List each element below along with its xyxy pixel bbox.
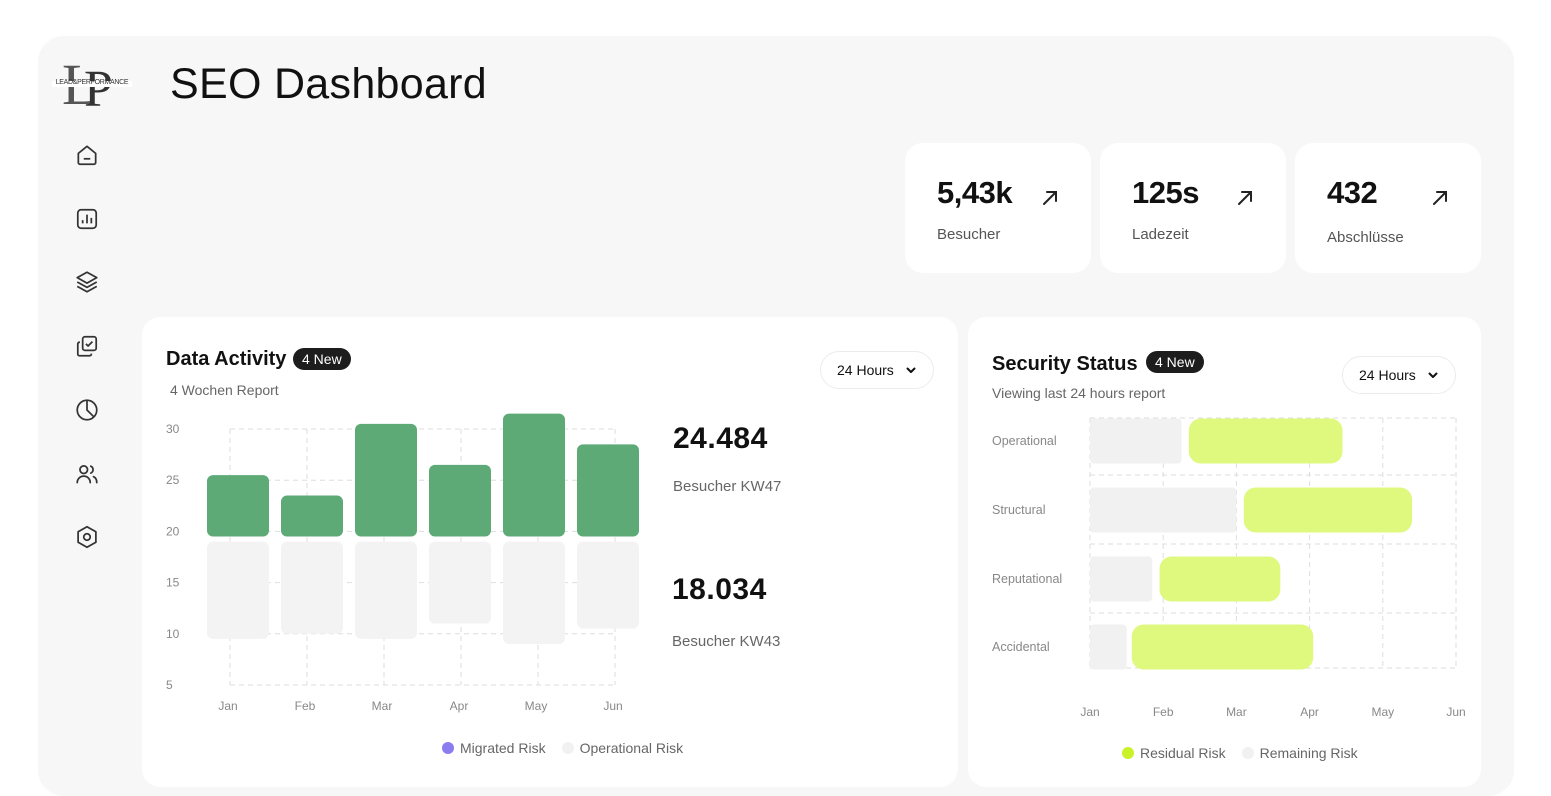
y-tick-label: 5 [166,678,173,692]
stat-value: 5,43k [937,175,1013,210]
bar [207,475,269,537]
x-tick-label: Jan [218,699,237,713]
stat-card-ladezeit: 125s Ladezeit [1100,143,1286,273]
chevron-down-icon [906,367,916,373]
lead-performance-logo: L P [52,54,132,116]
metric-label: Besucher KW47 [673,478,782,495]
x-tick-label: May [1371,705,1394,719]
x-tick-label: Mar [1226,705,1247,719]
pie-chart-icon[interactable] [74,397,100,423]
dropdown-value: 24 Hours [837,362,894,378]
bar [1188,418,1343,464]
bar [355,541,417,639]
x-tick-label: Jun [603,699,622,713]
bar [1090,418,1182,464]
x-tick-label: Feb [1153,705,1174,719]
stat-card-besucher: 5,43k Besucher [905,143,1091,273]
arrow-up-right-icon[interactable] [1234,187,1256,209]
arrow-up-right-icon[interactable] [1429,187,1451,209]
legend-dot [1122,747,1134,759]
stat-card-abschluesse: 432 Abschlüsse [1295,143,1481,273]
new-badge: 4 New [293,348,351,370]
x-tick-label: Jun [1446,705,1465,719]
panel-subtitle: 4 Wochen Report [170,382,279,398]
legend-label: Operational Risk [579,740,684,756]
x-tick-label: Apr [450,699,469,713]
chart-legend: Residual Risk Remaining Risk [1122,745,1358,761]
bar [429,464,491,537]
y-tick-label: 10 [166,627,180,641]
bar-chart-icon[interactable] [74,206,100,232]
time-range-dropdown[interactable]: 24 Hours [1342,356,1456,394]
stat-label: Abschlüsse [1327,229,1404,246]
time-range-dropdown[interactable]: 24 Hours [820,351,934,389]
bar [1090,487,1237,533]
chart-legend: Migrated Risk Operational Risk [442,740,683,756]
chevron-down-icon [1428,372,1438,378]
legend-label: Remaining Risk [1259,745,1358,761]
arrow-up-right-icon[interactable] [1039,187,1061,209]
bar [1159,556,1281,602]
x-tick-label: Jan [1080,705,1099,719]
bar [503,413,565,537]
dropdown-value: 24 Hours [1359,367,1416,383]
bar [1243,487,1413,533]
svg-text:P: P [84,61,113,116]
check-copy-icon[interactable] [74,333,100,359]
bar [355,423,417,537]
bar [1090,556,1153,602]
y-category-label: Operational [992,434,1057,448]
metric-value: 18.034 [672,573,767,606]
y-category-label: Structural [992,503,1046,517]
x-tick-label: Apr [1300,705,1319,719]
bar [503,541,565,645]
legend-label: Migrated Risk [460,740,546,756]
bar [281,541,343,634]
bar [207,541,269,639]
y-category-label: Accidental [992,640,1050,654]
panel-subtitle: Viewing last 24 hours report [992,385,1166,401]
panel-title: Data Activity [166,348,287,370]
stat-label: Ladezeit [1132,226,1189,243]
x-tick-label: Mar [372,699,393,713]
data-activity-bar-chart: 30 25 20 15 10 5 Jan Feb Mar Apr May Jun [166,413,639,713]
panel-title: Security Status [992,353,1138,375]
page-title: SEO Dashboard [170,60,488,108]
y-tick-label: 30 [166,422,180,436]
legend-dot [1241,747,1254,759]
legend-dot [561,742,574,754]
bar [1131,624,1314,670]
metric-value: 24.484 [673,422,768,455]
bar [429,541,491,624]
stat-value: 432 [1327,175,1378,210]
bar [1090,624,1127,670]
logo-text: LEAD&PERFORMANCE [55,79,129,86]
users-icon[interactable] [74,461,100,487]
security-status-panel: Security Status 4 New Viewing last 24 ho… [968,317,1481,787]
stat-label: Besucher [937,226,1001,243]
y-category-label: Reputational [992,572,1062,586]
metric-label: Besucher KW43 [672,633,781,650]
y-tick-label: 25 [166,473,180,487]
legend-dot [442,742,454,754]
settings-hexagon-icon[interactable] [74,524,100,550]
bar [577,541,639,629]
stat-value: 125s [1132,175,1199,210]
bar [577,444,639,537]
bar [281,495,343,537]
y-tick-label: 20 [166,524,180,538]
x-tick-label: Feb [295,699,316,713]
layers-icon[interactable] [74,269,100,295]
security-status-range-chart: Jan Feb Mar Apr May Jun Operational Structural R… [992,417,1466,719]
legend-label: Residual Risk [1140,745,1226,761]
new-badge: 4 New [1146,351,1204,373]
y-tick-label: 15 [166,576,180,590]
x-tick-label: May [525,699,548,713]
home-icon[interactable] [74,142,100,168]
